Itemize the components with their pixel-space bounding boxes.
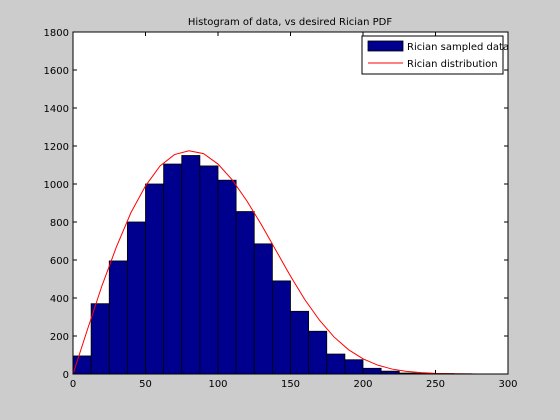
- legend-swatch-histogram: [367, 40, 404, 52]
- histogram-bar: [199, 165, 219, 375]
- y-axis-ticks: 0 200 400 600 800 1000 1200 1400 1600 1800: [44, 28, 508, 381]
- histogram-bar: [126, 221, 146, 375]
- histogram-bar: [145, 183, 165, 375]
- histogram-bar: [308, 330, 328, 375]
- x-tick-label: 250: [426, 379, 445, 390]
- histogram-bar: [290, 310, 310, 375]
- rician-pdf-curve: [72, 150, 508, 375]
- legend: Rician sampled data Rician distribution: [361, 35, 509, 75]
- y-tick-label: 400: [50, 294, 69, 305]
- histogram-bar: [344, 359, 364, 375]
- chart-title: Histogram of data, vs desired Rician PDF: [188, 17, 392, 28]
- y-tick-label: 600: [50, 256, 69, 267]
- histogram-bar: [271, 280, 291, 375]
- y-tick-label: 200: [50, 332, 69, 343]
- y-tick-label: 800: [50, 218, 69, 229]
- legend-label-curve: Rician distribution: [407, 59, 498, 70]
- histogram-bars: [72, 155, 473, 375]
- histogram-bar: [235, 211, 255, 375]
- legend-label-histogram: Rician sampled data: [407, 42, 509, 53]
- x-tick-label: 0: [70, 379, 76, 390]
- histogram-bar: [253, 243, 273, 375]
- y-tick-label: 1200: [44, 142, 69, 153]
- x-tick-label: 200: [353, 379, 372, 390]
- y-tick-label: 0: [63, 370, 69, 381]
- x-tick-label: 100: [208, 379, 227, 390]
- y-tick-label: 1000: [44, 180, 69, 191]
- x-tick-label: 300: [498, 379, 517, 390]
- x-tick-label: 150: [281, 379, 300, 390]
- x-tick-label: 50: [139, 379, 152, 390]
- histogram-bar: [90, 303, 110, 375]
- histogram-bar: [108, 260, 128, 375]
- histogram-bar: [181, 155, 201, 375]
- x-axis-ticks: 0 50 100 150 200 250 300: [70, 32, 518, 390]
- y-tick-label: 1800: [44, 28, 69, 39]
- y-tick-label: 1600: [44, 66, 69, 77]
- y-tick-label: 1400: [44, 104, 69, 115]
- histogram-bar: [163, 163, 183, 375]
- histogram-bar: [217, 179, 237, 375]
- histogram-bar: [362, 367, 382, 375]
- histogram-bar: [326, 353, 346, 375]
